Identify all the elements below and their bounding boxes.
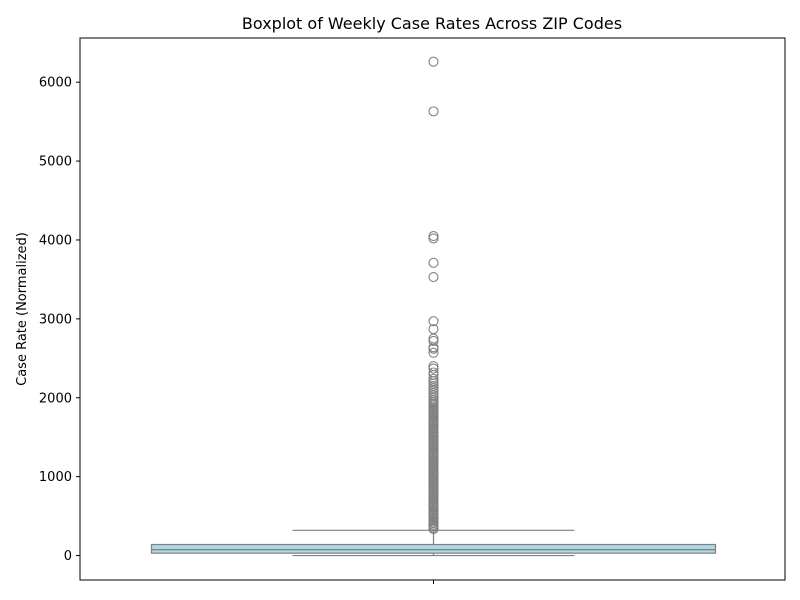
axes-frame [79,37,786,581]
outlier-point [428,106,439,117]
outlier-point [428,233,439,244]
y-tick-label: 6000 [39,76,72,91]
chart-title: Boxplot of Weekly Case Rates Across ZIP … [242,14,622,33]
y-tick-label: 2000 [39,391,72,406]
plot-area: 0 1000 2000 3000 4000 5000 6000 [39,37,786,584]
outlier-point [428,524,439,535]
outlier-point [428,257,439,268]
outlier-point [428,343,439,354]
y-tick-label: 1000 [39,470,72,485]
y-tick-label: 0 [64,549,72,564]
y-tick-label: 5000 [39,155,72,170]
outlier-point [428,347,439,358]
y-tick-label: 3000 [39,312,72,327]
box-iqr [150,543,717,554]
outlier-point [428,363,439,374]
y-axis-label: Case Rate (Normalized) [15,232,30,386]
outlier-point [428,271,439,283]
outlier-point [428,316,439,327]
y-tick-label: 4000 [39,233,72,248]
outlier-point [428,335,439,347]
outlier-point [428,230,439,242]
outlier-point [428,56,439,67]
